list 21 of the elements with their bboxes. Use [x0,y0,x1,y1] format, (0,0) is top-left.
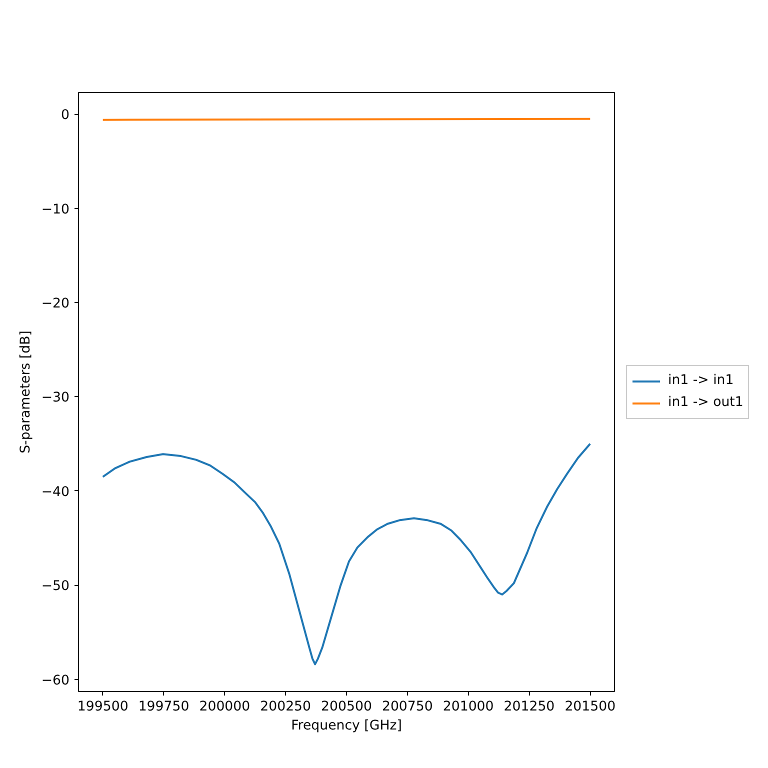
x-tick-label: 201500 [564,700,616,714]
x-tick-label: 200750 [382,700,433,714]
x-axis-title: Frequency [GHz] [291,718,402,734]
y-tick-label: −50 [41,579,70,594]
x-tick-label: 201000 [442,700,494,714]
line-series [102,442,592,666]
x-tick-label: 201250 [504,700,555,714]
x-tick-label: 200000 [199,700,250,714]
y-tick-label: −20 [41,296,70,312]
y-tick-label: −40 [41,484,70,500]
legend-label: in1 -> in1 [668,373,734,388]
x-tick-label: 200500 [321,700,372,714]
y-axis-title: S-parameters [dB] [18,330,34,454]
y-tick-label: −10 [41,202,70,218]
x-tick-label: 200250 [260,700,312,714]
x-tick-label: 199750 [138,700,190,714]
y-tick-label: 0 [61,108,70,124]
y-tick-label: −30 [41,390,70,406]
legend-label: in1 -> out1 [668,395,744,410]
y-tick-label: −60 [41,673,70,688]
x-tick-label: 199500 [77,700,128,714]
